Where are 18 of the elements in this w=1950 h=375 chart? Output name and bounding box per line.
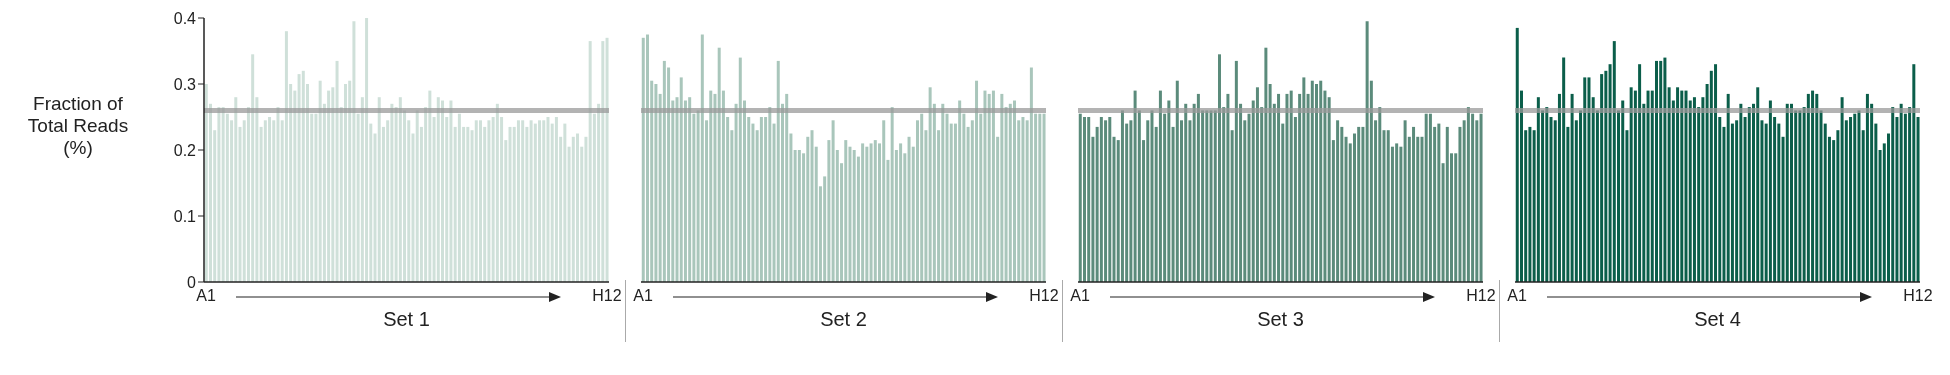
y-tick-label: 0.3 xyxy=(173,75,197,93)
x-axis-title: Set 1 xyxy=(382,308,431,331)
y-tick-label: 0.4 xyxy=(173,9,197,27)
y-tick-label: 0.2 xyxy=(173,141,197,159)
x-tick-label: H12 xyxy=(592,287,622,305)
x-tick-label: A1 xyxy=(196,287,216,305)
y-axis-title: Fraction of Total Reads (%) xyxy=(26,93,130,159)
y-tick-label: 0.1 xyxy=(173,207,197,225)
x-axis-title: Set 4 xyxy=(1693,308,1742,331)
x-tick-label: H12 xyxy=(1029,287,1059,305)
x-tick-label: A1 xyxy=(1070,287,1090,305)
x-tick-label: H12 xyxy=(1903,287,1933,305)
x-axis-title: Set 2 xyxy=(819,308,868,331)
x-tick-label: H12 xyxy=(1466,287,1496,305)
x-tick-label: A1 xyxy=(1507,287,1527,305)
x-tick-label: A1 xyxy=(633,287,653,305)
x-axis-title: Set 3 xyxy=(1256,308,1305,331)
y-tick-label: 0 xyxy=(187,273,197,291)
